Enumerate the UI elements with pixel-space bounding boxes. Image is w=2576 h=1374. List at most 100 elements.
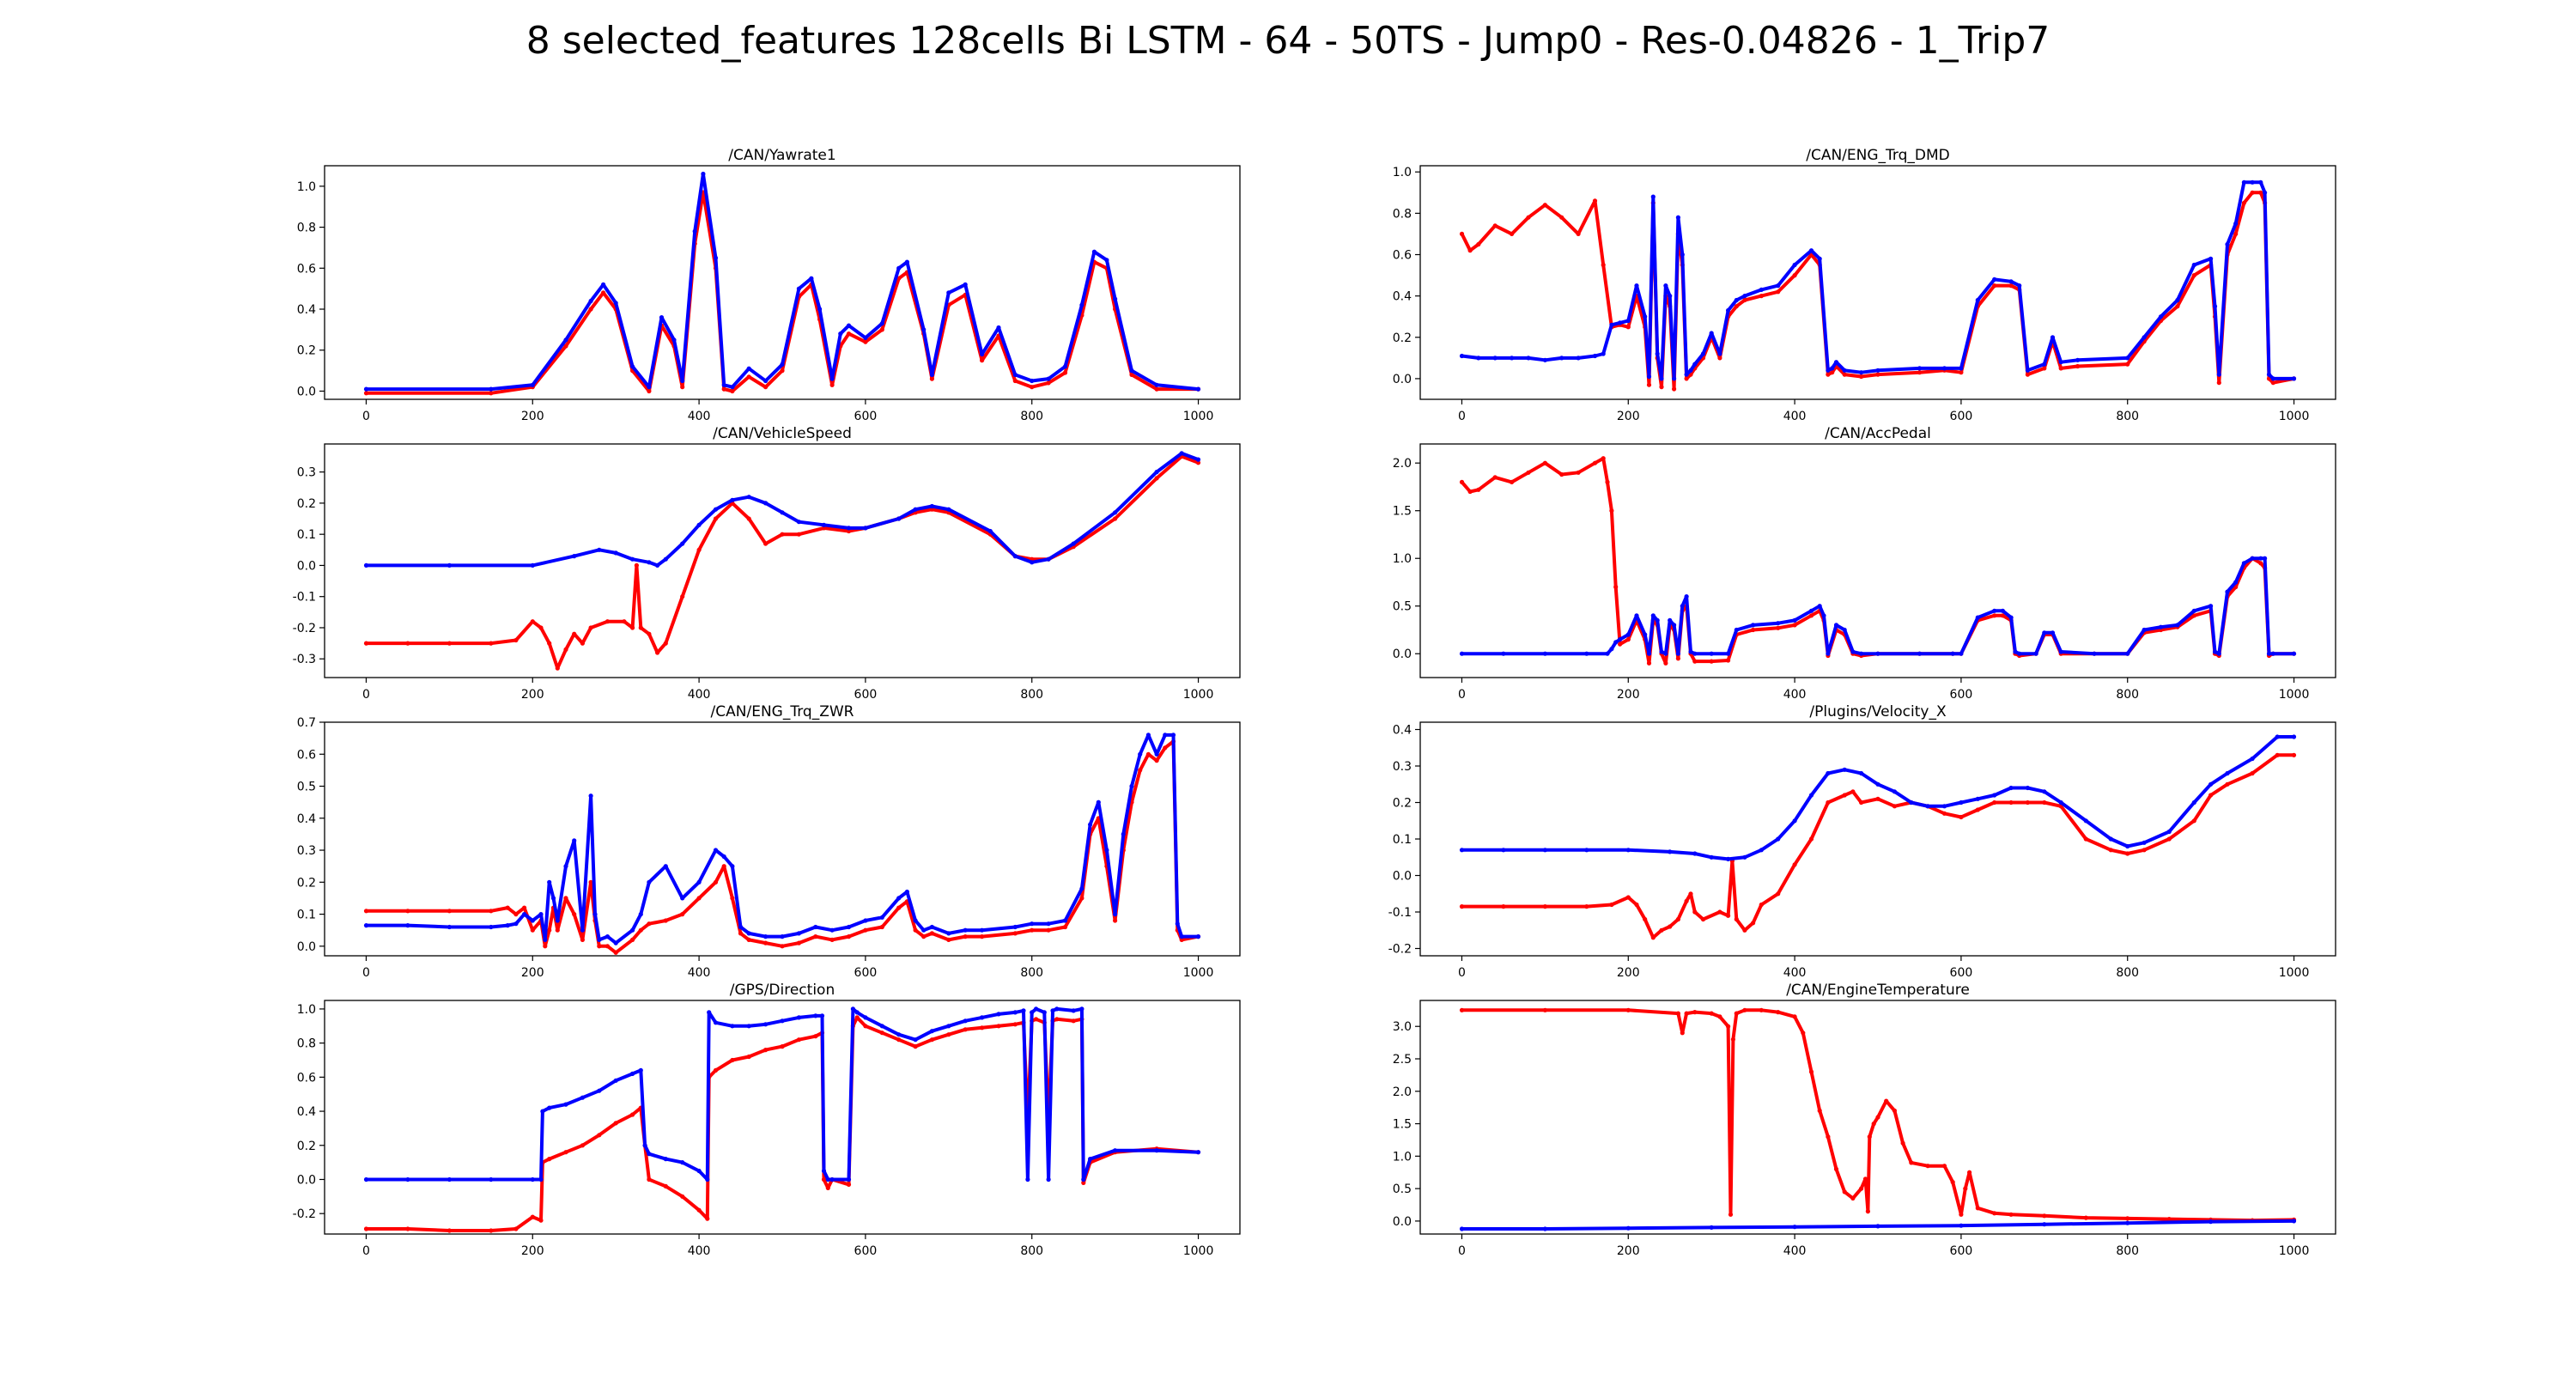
series-1-point xyxy=(980,358,985,363)
series-2-point xyxy=(696,879,702,885)
series-1-point xyxy=(1476,487,1481,492)
series-2-point xyxy=(1680,252,1685,258)
series-1-point xyxy=(1830,370,1835,375)
series-2-point xyxy=(829,927,835,933)
series-1-point xyxy=(1875,796,1880,801)
series-2-point xyxy=(1195,934,1201,939)
series-2-point xyxy=(1042,1010,1047,1015)
series-2-point xyxy=(1459,848,1465,853)
series-1-point xyxy=(597,1133,602,1138)
x-tick-label: 400 xyxy=(688,410,711,423)
series-2-point xyxy=(655,562,660,568)
series-2-point xyxy=(2191,799,2196,806)
series-2-point xyxy=(929,924,934,930)
series-1-point xyxy=(489,1228,494,1233)
series-1-point xyxy=(1759,294,1764,299)
series-1-point xyxy=(1734,304,1739,309)
series-2-point xyxy=(1646,374,1652,380)
y-tick-label: 0.1 xyxy=(1393,833,1412,847)
subplot-7: /GPS/Direction 0 200 400 600 800 1000 -0.2 0.0 0.… xyxy=(293,982,1241,1258)
series-1-point xyxy=(713,879,719,885)
series-2-point xyxy=(1091,249,1097,254)
series-2-point xyxy=(796,286,802,291)
plot-frame xyxy=(1419,165,2336,400)
series-2-point xyxy=(2050,630,2056,635)
x-tick-label: 600 xyxy=(1950,410,1973,423)
series-1-point xyxy=(1668,924,1673,929)
y-tick-label: 0.3 xyxy=(297,466,316,480)
series-2-point xyxy=(2208,781,2214,787)
series-1-point xyxy=(1675,1011,1680,1016)
y-tick-label: 2.5 xyxy=(1393,1053,1412,1067)
series-2-point xyxy=(829,376,835,381)
series-2-point xyxy=(1663,283,1668,289)
series-2-point xyxy=(447,562,453,568)
series-2-point xyxy=(1576,356,1581,361)
series-2-point xyxy=(1625,632,1631,637)
series-2-point xyxy=(1096,799,1101,805)
series-2-point xyxy=(780,1018,785,1024)
series-2-point xyxy=(2125,843,2130,849)
series-2-point xyxy=(946,931,951,936)
series-1-point xyxy=(1734,916,1739,922)
series-2-point xyxy=(663,864,668,869)
series-1-point xyxy=(1675,656,1680,661)
series-2-point xyxy=(921,327,927,332)
series-1-point xyxy=(1859,374,1864,380)
series-1-point xyxy=(1776,891,1781,897)
series-1-point xyxy=(2216,380,2221,386)
series-2-point xyxy=(2208,1219,2214,1225)
series-2-point xyxy=(1663,651,1668,656)
series-1-point xyxy=(1842,793,1847,798)
series-2-point xyxy=(1821,613,1826,618)
series-line-1 xyxy=(364,454,1200,671)
series-1-point xyxy=(1967,1170,1972,1175)
series-1-point xyxy=(613,950,618,955)
series-2-point xyxy=(980,1015,985,1020)
series-2-point xyxy=(1459,1226,1465,1231)
series-2-point xyxy=(1909,799,1914,806)
series-2-point xyxy=(1643,314,1648,319)
series-2-point xyxy=(572,838,577,843)
series-1-point xyxy=(1751,627,1756,633)
series-2-point xyxy=(1542,848,1547,853)
series-2-point xyxy=(1071,1008,1076,1013)
series-1-point xyxy=(696,896,702,901)
series-1-point xyxy=(1650,935,1656,940)
series-1-point xyxy=(605,944,611,949)
series-1-point xyxy=(2125,362,2130,367)
series-2-point xyxy=(2241,179,2246,185)
series-1-point xyxy=(1559,215,1564,220)
series-2-point xyxy=(1459,651,1465,656)
series-2-point xyxy=(597,937,602,942)
series-2-point xyxy=(1742,294,1747,299)
series-1-point xyxy=(1492,223,1498,228)
series-1-point xyxy=(1542,1007,1547,1012)
series-1-point xyxy=(1728,1212,1734,1217)
series-1-point xyxy=(1717,1014,1722,1019)
series-2-point xyxy=(1104,258,1109,263)
series-2-point xyxy=(1618,637,1623,642)
series-1-point xyxy=(829,382,835,387)
series-2-point xyxy=(879,1024,884,1029)
series-2-point xyxy=(638,1067,643,1073)
x-tick-label: 800 xyxy=(2116,688,2139,702)
series-1-point xyxy=(746,374,751,380)
series-2-point xyxy=(763,501,769,506)
subplot-2: /CAN/ENG_Trq_DMD 0 200 400 600 800 1000 0.0 0.2 0… xyxy=(1393,147,2336,423)
y-tick-label: 1.0 xyxy=(297,1003,316,1017)
series-1-point xyxy=(696,547,702,552)
series-1-point xyxy=(929,931,934,936)
series-2-point xyxy=(1792,818,1797,824)
y-tick-label: 3.0 xyxy=(1393,1020,1412,1034)
series-1-point xyxy=(1692,909,1698,915)
series-1-point xyxy=(1672,386,1677,392)
subplot-title: /CAN/Yawrate1 xyxy=(728,147,835,164)
series-2-point xyxy=(1492,356,1498,361)
series-2-point xyxy=(1875,368,1880,373)
series-1-point xyxy=(2108,848,2113,853)
series-2-point xyxy=(904,259,909,264)
series-1-point xyxy=(1875,372,1880,377)
series-2-point xyxy=(1154,1148,1159,1153)
x-tick-label: 200 xyxy=(521,688,544,702)
